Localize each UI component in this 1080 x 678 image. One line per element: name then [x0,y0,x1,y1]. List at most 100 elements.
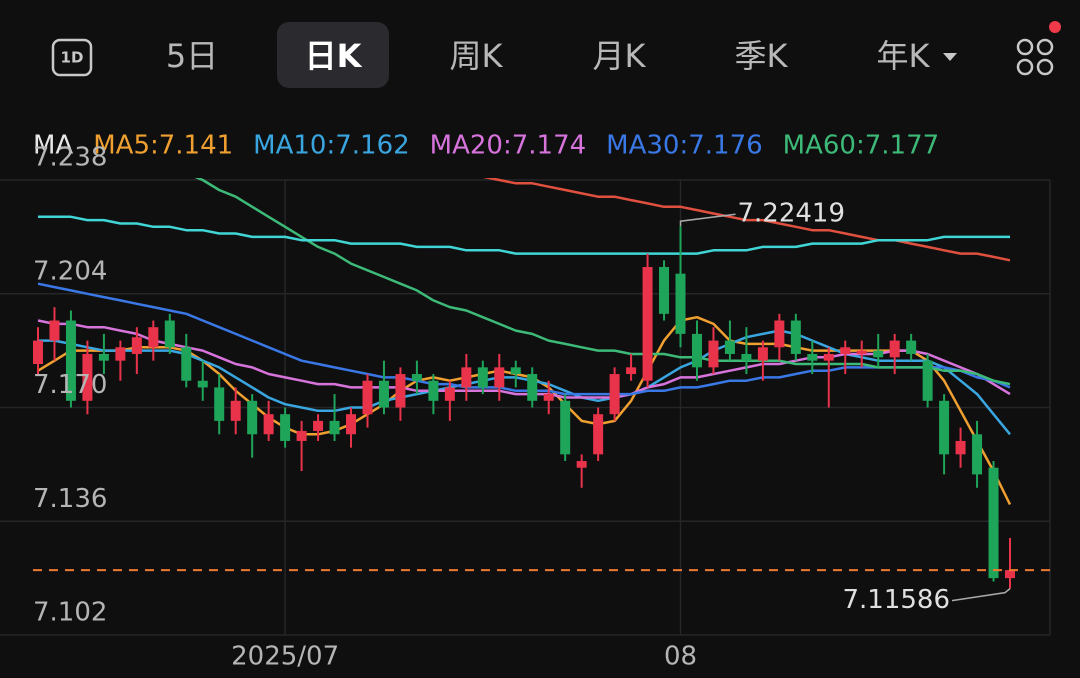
candle-body [741,353,752,361]
dropdown-arrow[interactable] [943,53,957,61]
candle-body [477,367,488,388]
candle-body [362,380,373,415]
candle-body [939,400,950,455]
tab[interactable]: 周K [450,37,504,75]
candle-body [444,387,455,401]
candle-body [82,353,93,401]
candle-body [164,320,175,348]
candle-body [148,327,159,348]
legend-entry: MA60:7.177 [783,131,940,161]
annotation: 7.11586 [842,585,950,615]
candle-body [263,414,274,435]
ma-line [37,319,1011,399]
candle-body [576,461,587,468]
candle-body [873,350,884,358]
candle-body [708,340,719,368]
icon-dot[interactable] [1016,38,1034,56]
y-tick-label: 7.170 [33,370,107,400]
candle-body [510,367,521,375]
legend-entry: MA10:7.162 [253,131,410,161]
x-tick-label: 08 [664,642,697,672]
x-tick-label: 2025/07 [231,642,339,672]
candle-body [1005,570,1015,579]
candle-body [247,400,258,435]
tab[interactable]: 月K [593,37,647,75]
candle-body [313,420,324,431]
candle-body [609,374,620,415]
candle-body [807,353,818,361]
candle-body [378,380,389,408]
layout-icon[interactable] [1016,21,1061,76]
icon-label[interactable]: 1D [61,49,84,67]
tab-selected-bg[interactable] [277,22,389,88]
y-tick-label: 7.238 [33,143,107,173]
candle-body [560,400,571,455]
candle-body [691,333,702,368]
candle-body [181,347,192,381]
notification-dot [1049,21,1061,33]
icon-dot[interactable] [1016,58,1034,76]
candle-body [988,467,999,579]
y-tick-label: 7.204 [33,256,107,286]
annotation-leader [951,588,1011,602]
candle-body [659,266,670,314]
tab[interactable]: 季K [735,37,789,75]
annotation: 7.22419 [738,199,846,229]
candle-body [461,367,472,388]
candle-body [230,400,241,421]
candle-body [296,430,307,441]
ma-line [194,178,1011,386]
legend-entry: MA30:7.176 [606,131,763,161]
icon-dot[interactable] [1036,38,1054,56]
candle-body [593,414,604,455]
candle-body [395,374,406,408]
candle-body [197,380,208,388]
legend-title: MA [33,131,73,161]
y-tick-label: 7.136 [33,484,107,514]
candle-body [98,353,109,361]
labels: MA MA5:7.141 MA10:7.162 MA20:7.174 MA30:7.17… [33,131,950,672]
candle-body [280,414,291,441]
candle-body [823,353,834,361]
icon-box[interactable] [51,38,93,77]
tab[interactable]: 5日 [166,37,218,75]
candle-body [626,367,637,375]
tab[interactable]: 年K [877,37,931,75]
candle-body [774,320,785,348]
candle-body [329,420,340,435]
candle-body [33,340,43,365]
candle-body [840,347,851,354]
candle-body [494,367,505,388]
period-tabs: 1D [51,21,1061,77]
candle-body [527,374,538,401]
icon-dot[interactable] [1036,58,1054,76]
candle-body [790,320,801,354]
candle-body [972,434,983,475]
ma-line [37,282,1011,396]
candle-body [724,340,735,354]
tab[interactable]: 日K [305,37,363,75]
annotation-leader [679,213,736,227]
candle-body [642,266,653,381]
candle-body [346,414,357,435]
candle-body [922,360,933,401]
candle-body [411,374,422,381]
candle-body [856,350,867,354]
ma-line [482,178,1011,262]
ma-lines [37,178,1012,506]
candle-body [49,320,60,341]
legend-entry: MA5:7.141 [93,131,233,161]
candle-body [675,273,686,334]
y-tick-label: 7.102 [33,598,107,628]
candle-body [115,347,126,361]
candle-body [543,394,554,401]
candle-body [889,340,900,358]
candle-body [906,340,917,354]
candle-body [955,440,966,455]
legend-entry: MA20:7.174 [430,131,587,161]
candle-body [214,387,225,421]
candle-body [131,337,142,354]
ma-line [38,215,1010,255]
